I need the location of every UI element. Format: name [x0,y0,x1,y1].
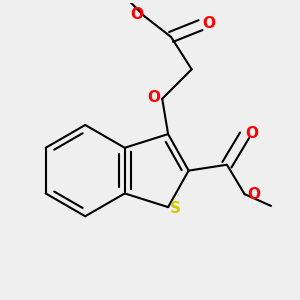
Text: O: O [247,187,260,202]
Text: O: O [147,90,160,105]
Text: O: O [245,126,258,141]
Text: O: O [202,16,215,31]
Text: O: O [130,7,143,22]
Text: S: S [170,201,181,216]
